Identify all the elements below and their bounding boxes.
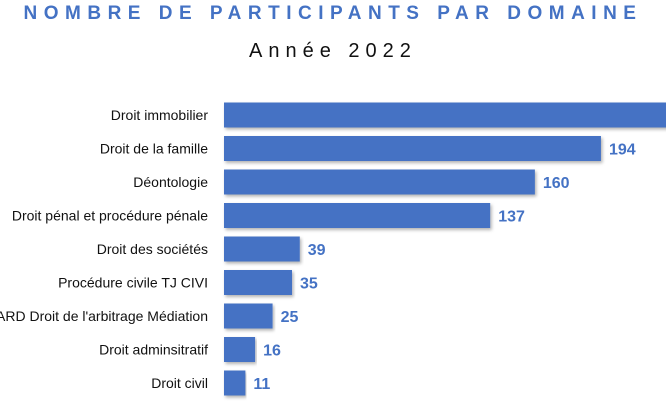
data-label: 11 [253,376,270,393]
bar [224,370,246,396]
category-label: MARD Droit de l'arbitrage Médiation [0,308,208,324]
bar [224,136,601,161]
data-label: 137 [498,209,525,226]
bar [224,337,256,362]
bar [224,270,293,295]
data-label: 160 [543,175,570,192]
bar [224,102,666,128]
category-label: Procédure civile TJ CIVI [58,275,208,291]
data-label: 35 [300,276,318,293]
data-label: 194 [609,142,636,159]
data-label: 25 [281,309,299,326]
bar [224,203,491,228]
chart-subtitle: Année 2022 [249,40,417,62]
bar [224,169,535,195]
data-label: 39 [308,242,326,259]
category-label: Droit des sociétés [97,241,208,257]
chart-title: NOMBRE DE PARTICIPANTS PAR DOMAINE [23,3,643,24]
bar [224,303,273,329]
category-label: Droit immobilier [111,107,209,123]
category-label: Droit pénal et procédure pénale [12,208,208,224]
category-label: Droit de la famille [100,141,208,157]
category-label: Déontologie [133,174,208,190]
category-label: Droit civil [151,375,208,391]
bar [224,236,300,262]
category-label: Droit adminsitratif [99,342,208,358]
data-label: 16 [263,343,281,360]
